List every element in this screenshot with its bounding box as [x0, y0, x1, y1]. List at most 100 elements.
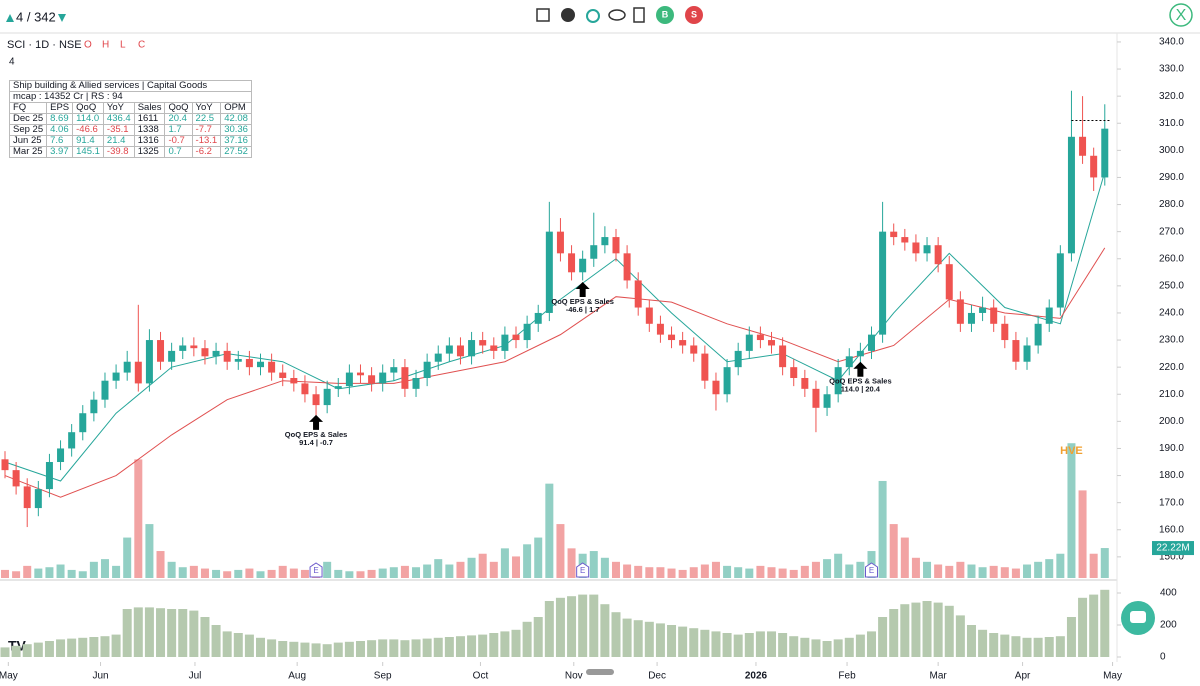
- x-tick-label: May: [1103, 671, 1122, 682]
- candle-body: [645, 307, 653, 324]
- close-button[interactable]: [1169, 3, 1193, 27]
- eye-icon[interactable]: [608, 9, 626, 21]
- volume-bar: [1034, 561, 1043, 578]
- candle-body: [45, 462, 53, 490]
- indicator-bar: [833, 639, 843, 657]
- indicator-bar: [989, 633, 999, 657]
- event-label: E: [869, 566, 874, 575]
- box-icon[interactable]: [536, 8, 550, 22]
- y-tick-label: 180.0: [1159, 470, 1184, 481]
- volume-bar: [967, 564, 976, 578]
- indicator-bar: [289, 641, 299, 657]
- volume-bar: [45, 567, 54, 578]
- indicator-bar: [844, 637, 854, 657]
- volume-bar: [956, 561, 965, 578]
- volume-bar: [823, 559, 832, 578]
- volume-tag-label: 22.22M: [1156, 543, 1189, 554]
- table-cell: 20.4: [164, 113, 193, 125]
- x-tick-label: Mar: [930, 671, 948, 682]
- indicator-bar: [733, 634, 743, 657]
- indicator-bar: [1089, 594, 1099, 657]
- indicator-bar: [811, 639, 821, 657]
- buy-label: B: [662, 9, 669, 19]
- indicator-bar: [778, 633, 788, 657]
- candle-body: [245, 359, 253, 368]
- volume-bar: [1100, 548, 1109, 578]
- table-cell: 1316: [133, 135, 166, 147]
- indicator-bar: [678, 626, 688, 657]
- y-tick-label: 300.0: [1159, 145, 1184, 156]
- fundamentals-table: Ship building & Allied services | Capita…: [8, 80, 252, 158]
- copy-icon[interactable]: [633, 7, 645, 23]
- volume-bar: [67, 569, 76, 578]
- volume-bar: [289, 568, 298, 578]
- indicator-bar: [89, 637, 99, 657]
- table-cell: Sep 25: [8, 124, 48, 136]
- sell-button[interactable]: [685, 6, 703, 24]
- indicator-bar: [267, 639, 277, 657]
- up-arrow[interactable]: [6, 14, 14, 22]
- candle-body: [1067, 136, 1075, 254]
- event-label: E: [313, 566, 318, 575]
- candle-body: [1090, 155, 1098, 178]
- volume-bar: [212, 569, 221, 578]
- candle-body: [134, 361, 142, 384]
- scroll-handle[interactable]: [586, 669, 614, 675]
- table-cell: -13.1: [191, 135, 222, 147]
- candle-body: [923, 245, 931, 254]
- candle-body: [601, 237, 609, 246]
- table-cell: 37.16: [220, 135, 252, 147]
- compass-icon[interactable]: [561, 8, 575, 22]
- candle-body: [379, 372, 387, 384]
- indicator-bar: [600, 604, 610, 657]
- candle-body: [145, 340, 153, 384]
- table-cell: EPS: [46, 102, 74, 114]
- indicator-bar: [156, 608, 166, 657]
- volume-bar: [523, 544, 532, 578]
- indicator-bar: [344, 641, 354, 657]
- y-tick-label: 260.0: [1159, 253, 1184, 264]
- candle-body: [201, 348, 209, 357]
- candle-body: [157, 340, 165, 362]
- table-cell: 22.5: [191, 113, 222, 125]
- volume-bar: [300, 569, 309, 578]
- indicator-bar: [1100, 589, 1110, 657]
- table-cell: -0.7: [164, 135, 193, 147]
- indicator-tick-label: 0: [1160, 652, 1166, 663]
- down-arrow[interactable]: [58, 14, 66, 22]
- indicator-tick-label: 200: [1160, 620, 1177, 631]
- indicator-bar: [978, 629, 988, 657]
- buy-button[interactable]: [656, 6, 674, 24]
- volume-bar: [911, 557, 920, 578]
- y-tick-label: 200.0: [1159, 416, 1184, 427]
- volume-bar: [478, 553, 487, 578]
- candle-body: [1101, 128, 1109, 178]
- indicator-bar: [500, 631, 510, 657]
- y-tick-label: 190.0: [1159, 443, 1184, 454]
- annotation-title: QoQ EPS & Sales: [829, 377, 892, 386]
- alarm-icon[interactable]: [586, 9, 600, 23]
- table-cell: -46.6: [72, 124, 104, 136]
- indicator-bar: [700, 629, 710, 657]
- table-cell: 145.1: [72, 146, 104, 158]
- table-cell: QoQ: [72, 102, 104, 114]
- table-cell: YoY: [191, 102, 222, 114]
- indicator-bar: [822, 641, 832, 657]
- candle-body: [490, 345, 498, 351]
- indicator-bar: [533, 617, 543, 657]
- volume-bar: [200, 568, 209, 578]
- table-row: mcap : 14352 Cr | RS : 94: [9, 91, 252, 103]
- candle-body: [279, 372, 287, 378]
- table-cell: 8.69: [46, 113, 74, 125]
- candle-body: [1, 459, 9, 471]
- candle-body: [712, 380, 720, 395]
- candle-body: [356, 372, 364, 376]
- indicator-bar: [111, 634, 121, 657]
- event-marker: [576, 562, 590, 578]
- indicator-bar: [544, 601, 554, 657]
- candle-body: [390, 367, 398, 373]
- indicator-bar: [400, 640, 410, 657]
- indicator-bar: [567, 596, 577, 657]
- indicator-bar: [256, 637, 266, 657]
